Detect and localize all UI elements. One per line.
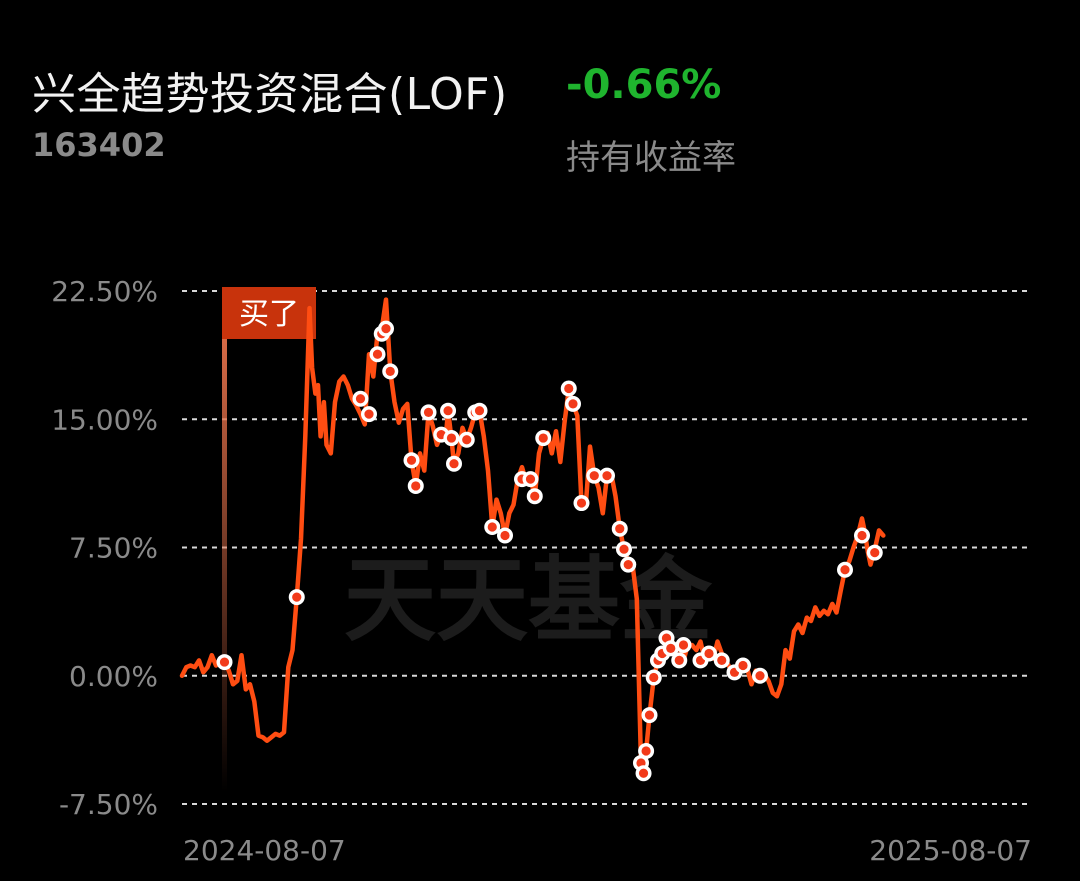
series-line — [179, 297, 886, 776]
watermark-logo: 天天基金 — [344, 547, 713, 654]
holding-return-label: 持有收益率 — [566, 138, 736, 178]
buy-marker-line — [222, 339, 227, 792]
trade-point[interactable] — [535, 430, 552, 447]
trade-point[interactable] — [645, 669, 662, 686]
buy-marker: 买了 — [222, 287, 316, 792]
trade-point[interactable] — [616, 541, 632, 558]
y-tick-label: -7.50% — [59, 788, 158, 821]
trade-point[interactable] — [458, 431, 475, 448]
trade-point[interactable] — [752, 667, 768, 684]
trade-point[interactable] — [735, 657, 751, 674]
trade-point[interactable] — [662, 640, 679, 657]
trade-points — [216, 320, 883, 782]
trade-point[interactable] — [837, 561, 853, 578]
trade-point[interactable] — [484, 518, 501, 535]
trade-point[interactable] — [288, 589, 305, 606]
trade-point[interactable] — [611, 520, 628, 537]
trade-point[interactable] — [471, 402, 488, 419]
trade-point[interactable] — [403, 452, 420, 469]
trade-point[interactable] — [675, 636, 692, 653]
trade-point[interactable] — [382, 363, 399, 380]
fund-name[interactable]: 兴全趋势投资混合(LOF) — [32, 69, 508, 120]
trade-point[interactable] — [599, 467, 615, 484]
fund-code: 163402 — [32, 126, 166, 164]
trade-point[interactable] — [713, 652, 730, 669]
trade-point[interactable] — [446, 455, 462, 472]
trade-point[interactable] — [635, 765, 652, 782]
trade-point[interactable] — [638, 742, 655, 759]
y-tick-label: 22.50% — [51, 275, 158, 308]
y-tick-label: 0.00% — [69, 660, 158, 693]
buy-badge-label: 买了 — [239, 297, 299, 332]
y-tick-label: 7.50% — [69, 532, 158, 565]
trade-point[interactable] — [378, 320, 394, 337]
trade-point[interactable] — [497, 527, 513, 544]
y-tick-label: 15.00% — [51, 403, 158, 436]
x-end-label: 2025-08-07 — [869, 834, 1032, 867]
trade-point[interactable] — [526, 488, 543, 505]
trade-point[interactable] — [369, 346, 386, 363]
trade-point[interactable] — [440, 402, 457, 419]
trade-point[interactable] — [573, 495, 590, 512]
trade-point[interactable] — [671, 652, 688, 669]
buy-badge — [222, 287, 316, 339]
holding-return-value: -0.66% — [566, 62, 722, 108]
trade-point[interactable] — [854, 527, 870, 544]
trade-point[interactable] — [620, 556, 637, 573]
trade-point[interactable] — [420, 404, 437, 421]
trade-point[interactable] — [586, 467, 603, 484]
trade-point[interactable] — [407, 477, 424, 494]
y-axis-labels: 22.50% 15.00% 7.50% 0.00% -7.50% — [51, 275, 158, 821]
trade-point[interactable] — [866, 544, 883, 561]
trade-point[interactable] — [701, 645, 717, 662]
x-axis-labels: 2024-08-07 2025-08-07 — [183, 834, 1032, 867]
trade-point[interactable] — [443, 430, 460, 447]
trade-point[interactable] — [216, 654, 233, 671]
trade-point[interactable] — [641, 707, 658, 724]
trade-point[interactable] — [565, 395, 581, 412]
trade-point[interactable] — [361, 406, 377, 423]
trade-point[interactable] — [522, 471, 539, 488]
trade-point[interactable] — [352, 390, 369, 407]
trade-point[interactable] — [560, 380, 577, 397]
x-start-label: 2024-08-07 — [183, 834, 346, 867]
